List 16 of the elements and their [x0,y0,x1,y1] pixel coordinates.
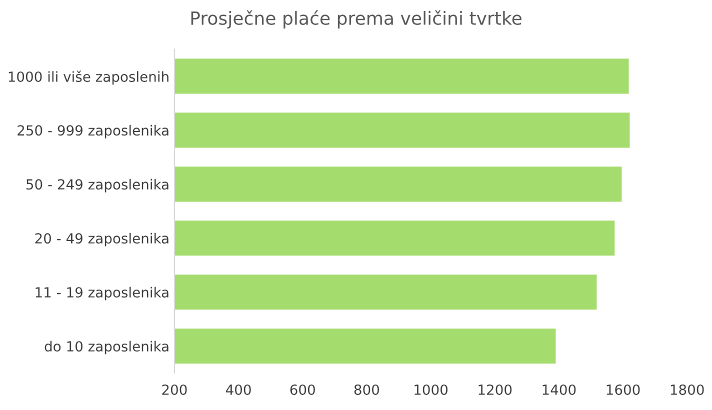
x-tick-label: 1800 [670,384,704,395]
x-tick-label: 1000 [414,384,448,395]
y-tick-label: 11 - 19 zaposlenika [36,286,168,300]
y-tick-label: 250 - 999 zaposlenika [18,124,168,138]
x-tick-label: 400 [226,384,251,395]
x-tick-label: 800 [354,384,380,395]
x-tick-label: 1600 [606,384,640,395]
y-tick-label: 50 - 249 zaposlenika [26,178,168,192]
x-tick-label: 1400 [542,384,576,395]
x-tick-label: 200 [162,384,187,395]
x-tick-label: 600 [290,384,315,395]
y-tick-label: 20 - 49 zaposlenika [35,232,168,246]
y-tick-label: do 10 zaposlenika [44,340,168,354]
x-tick-label: 1200 [478,384,512,395]
chart-title: Prosječne plaće prema veličini tvrtke [191,10,522,28]
y-tick-label: 1000 ili više zaposlenih [8,70,168,85]
